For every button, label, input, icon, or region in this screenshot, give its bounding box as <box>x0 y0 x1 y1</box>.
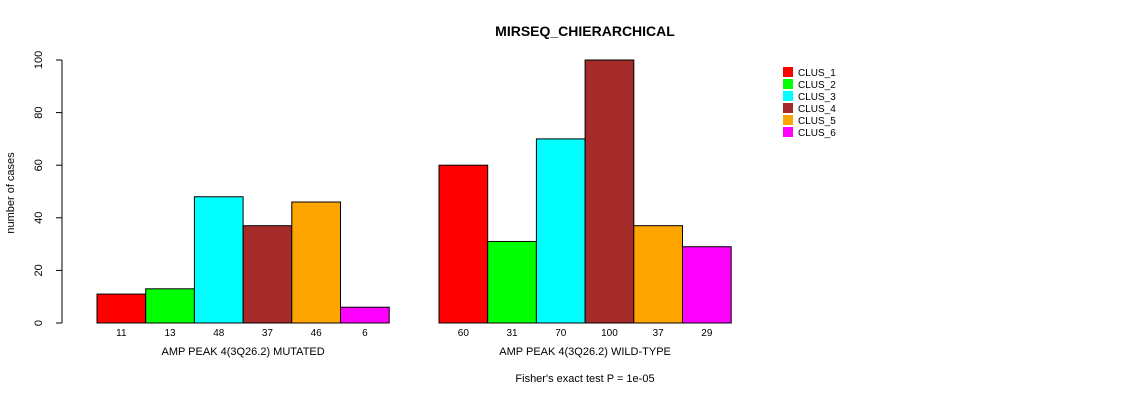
bar-count-label: 29 <box>701 328 713 339</box>
bar-count-label: 60 <box>458 328 470 339</box>
y-tick-label: 80 <box>33 106 45 118</box>
bar-count-label: 31 <box>506 328 518 339</box>
legend-swatch-clus-1 <box>783 67 793 77</box>
bar-count-labels: 11 13 48 37 46 6 60 31 70 100 37 29 <box>116 328 713 339</box>
legend-label-clus-2: CLUS_2 <box>798 80 836 91</box>
bar-clus-2-group-1 <box>145 288 195 324</box>
y-tick-label: 60 <box>33 159 45 171</box>
legend-swatch-clus-3 <box>783 91 793 101</box>
chart-title: MIRSEQ_CHIERARCHICAL <box>495 23 675 39</box>
group-label-2: AMP PEAK 4(3Q26.2) WILD-TYPE <box>499 346 671 358</box>
bar-count-label: 13 <box>164 328 176 339</box>
bar-clus-3-group-2 <box>535 138 586 324</box>
bar-clus-3-group-1 <box>193 196 244 324</box>
bar-count-label: 48 <box>213 328 225 339</box>
bar-count-label: 11 <box>116 328 127 339</box>
bar-clus-2-group-2 <box>487 240 537 324</box>
y-axis: 0 20 40 60 80 100 <box>33 51 63 326</box>
bar-count-label: 100 <box>601 328 618 339</box>
y-tick-label: 20 <box>33 264 45 276</box>
legend-label-clus-6: CLUS_6 <box>798 128 836 139</box>
bar-clus-1-group-2 <box>438 164 489 324</box>
legend-swatch-clus-5 <box>783 115 793 125</box>
y-tick-label: 40 <box>33 212 45 224</box>
bar-count-label: 6 <box>362 328 368 339</box>
bar-clus-4-group-1 <box>242 225 293 324</box>
bar-count-label: 37 <box>653 328 665 339</box>
bar-count-label: 70 <box>555 328 567 339</box>
bar-clus-5-group-2 <box>633 225 683 324</box>
bar-clus-6-group-2 <box>682 246 732 324</box>
y-axis-label: number of cases <box>5 152 17 234</box>
bar-count-label: 46 <box>311 328 323 339</box>
legend-swatch-clus-6 <box>783 127 793 137</box>
y-tick-label: 100 <box>33 51 45 69</box>
group-labels: AMP PEAK 4(3Q26.2) MUTATED AMP PEAK 4(3Q2… <box>161 346 670 358</box>
legend-label-clus-1: CLUS_1 <box>798 68 836 79</box>
bars <box>96 59 732 324</box>
bar-clus-4-group-2 <box>584 59 635 324</box>
legend-label-clus-5: CLUS_5 <box>798 116 836 127</box>
fisher-test-footnote: Fisher's exact test P = 1e-05 <box>515 373 654 385</box>
legend-swatch-clus-2 <box>783 79 793 89</box>
bar-clus-1-group-1 <box>96 293 147 324</box>
legend-label-clus-4: CLUS_4 <box>798 104 836 115</box>
y-tick-label: 0 <box>33 320 45 326</box>
bar-clus-5-group-1 <box>291 201 341 324</box>
bar-clus-6-group-1 <box>340 306 390 324</box>
legend-swatch-clus-4 <box>783 103 793 113</box>
legend-label-clus-3: CLUS_3 <box>798 92 836 103</box>
bar-count-label: 37 <box>262 328 274 339</box>
group-label-1: AMP PEAK 4(3Q26.2) MUTATED <box>161 346 324 358</box>
